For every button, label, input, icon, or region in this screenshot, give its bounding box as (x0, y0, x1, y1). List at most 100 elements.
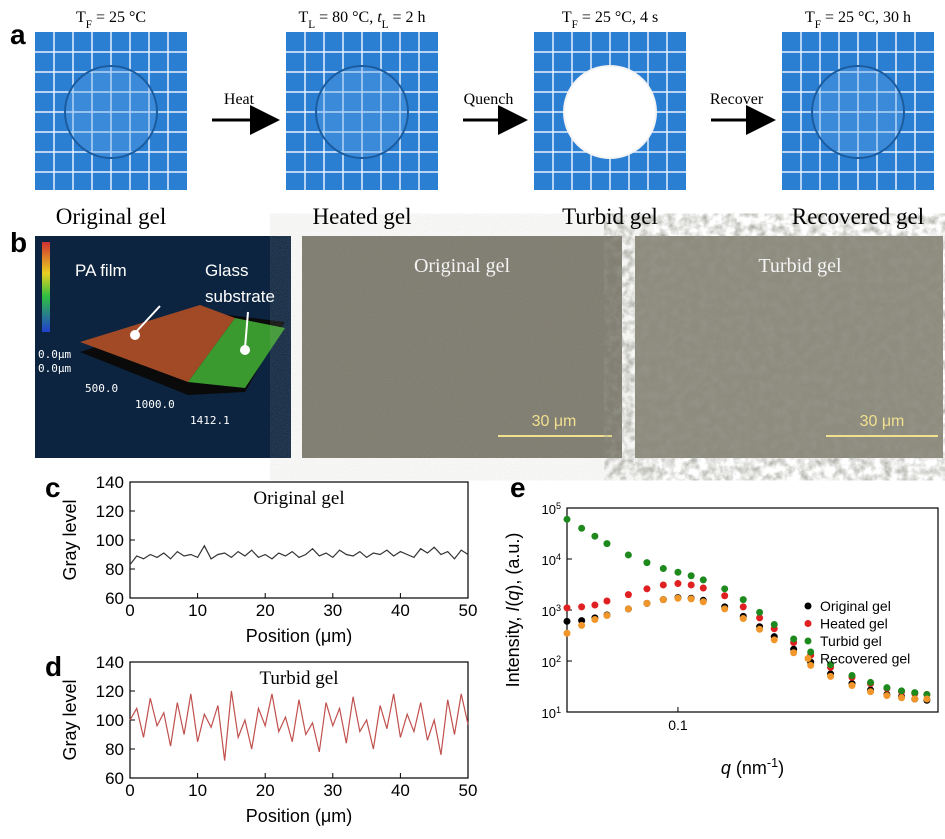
x-tick-label: 50 (459, 781, 478, 800)
legend-marker (805, 638, 812, 645)
data-point (911, 689, 918, 696)
tick-exponent: 4 (556, 552, 561, 562)
x-tick-label: 30 (323, 781, 342, 800)
y-tick-label: 100 (96, 531, 124, 550)
y-tick-label: 60 (105, 589, 124, 608)
data-point (807, 649, 814, 656)
gel-disc (564, 66, 656, 158)
data-point (564, 630, 571, 637)
x-tick-label: 0 (125, 601, 134, 620)
x-tick-label: 20 (256, 601, 275, 620)
text-part: = 25 °C, 30 h (821, 9, 911, 26)
scale-bar-label: 30 μm (532, 413, 577, 430)
data-point (688, 595, 695, 602)
profile-axis: 0.0μm (38, 362, 71, 375)
micrograph-title: Original gel (414, 255, 511, 277)
y-tick-label: 80 (105, 560, 124, 579)
data-point (643, 600, 650, 607)
text-part: T (298, 9, 308, 26)
profile-label: Glass (205, 261, 248, 280)
text-part: ), (a.u.) (503, 533, 523, 591)
arrow-label: Quench (464, 91, 514, 108)
data-point (578, 525, 585, 532)
x-tick-label: 30 (323, 601, 342, 620)
chart-annotation: Turbid gel (259, 668, 338, 689)
condition-label: TL = 80 °C, tL = 2 h (298, 9, 425, 31)
profile-axis: 1412.1 (190, 414, 230, 427)
y-tick-label: 120 (96, 682, 124, 701)
y-tick-label: 100 (96, 711, 124, 730)
x-tick-label: 10 (188, 601, 207, 620)
scale-bar-label: 30 μm (860, 413, 905, 430)
panel-letter: e (510, 472, 526, 503)
y-tick-label: 105 (541, 501, 561, 517)
x-tick-label: 0 (125, 781, 134, 800)
gel-photo (286, 32, 438, 190)
tick-base: 10 (541, 706, 555, 721)
legend-label: Heated gel (820, 616, 888, 632)
data-point (848, 672, 855, 679)
arrow-label: Heat (224, 91, 255, 108)
text-part: = 2 h (388, 9, 425, 26)
y-tick-label: 140 (96, 473, 124, 492)
x-tick-label: 40 (391, 601, 410, 620)
data-point (867, 688, 874, 695)
data-point (721, 585, 728, 592)
legend-label: Recovered gel (820, 651, 910, 667)
x-axis-label: Position (μm) (246, 806, 352, 826)
data-point (807, 662, 814, 669)
data-point (911, 695, 918, 702)
text-part: -1 (767, 756, 778, 770)
data-point (660, 565, 667, 572)
y-tick-label: 140 (96, 653, 124, 672)
y-tick-label: 102 (541, 654, 561, 670)
text-part: T (76, 9, 86, 26)
profile-axis: 0.0μm (38, 348, 71, 361)
panel-letter: b (10, 227, 27, 258)
data-point (643, 585, 650, 592)
data-point (700, 585, 707, 592)
tick-exponent: 5 (556, 501, 561, 511)
micrograph: Original gel 30 μm (302, 236, 622, 458)
data-point (721, 592, 728, 599)
data-point (827, 673, 834, 680)
text-part: = 25 °C, 4 s (578, 9, 658, 26)
data-point (578, 622, 585, 629)
legend-marker (805, 655, 812, 662)
data-point (625, 591, 632, 598)
arrow-label: Recover (710, 91, 764, 108)
data-line (130, 546, 468, 565)
profile-axis: 1000.0 (135, 398, 175, 411)
tick-base: 10 (541, 604, 555, 619)
data-point (700, 576, 707, 583)
x-tick-label: 20 (256, 781, 275, 800)
data-point (625, 605, 632, 612)
panel-letter: d (45, 651, 62, 682)
y-axis-label: Gray level (60, 499, 80, 580)
y-tick-label: 80 (105, 740, 124, 759)
data-point (603, 540, 610, 547)
micrograph-title: Turbid gel (758, 255, 842, 277)
data-point (660, 581, 667, 588)
text-part: T (562, 9, 572, 26)
text-part: ) (778, 758, 784, 778)
text-part: = 25 °C (92, 9, 146, 26)
data-point (564, 516, 571, 523)
text-part: = 80 °C, (315, 9, 377, 26)
data-point (740, 603, 747, 610)
profile-axis: 500.0 (85, 382, 118, 395)
data-point (564, 604, 571, 611)
y-axis-label: Intensity, I(q), (a.u.) (503, 533, 523, 688)
x-tick-label: 50 (459, 601, 478, 620)
data-point (625, 551, 632, 558)
profile-label: substrate (205, 287, 275, 306)
data-point (688, 581, 695, 588)
micrograph: Turbid gel 30 μm (635, 236, 943, 458)
data-point (700, 598, 707, 605)
x-axis-label: Position (μm) (246, 626, 352, 646)
data-point (674, 595, 681, 602)
data-point (660, 596, 667, 603)
gel-name: Recovered gel (792, 204, 924, 229)
figure: a b PA film Glass substrate 0.0μm 0.0μm … (0, 0, 945, 839)
tick-base: 10 (541, 553, 555, 568)
